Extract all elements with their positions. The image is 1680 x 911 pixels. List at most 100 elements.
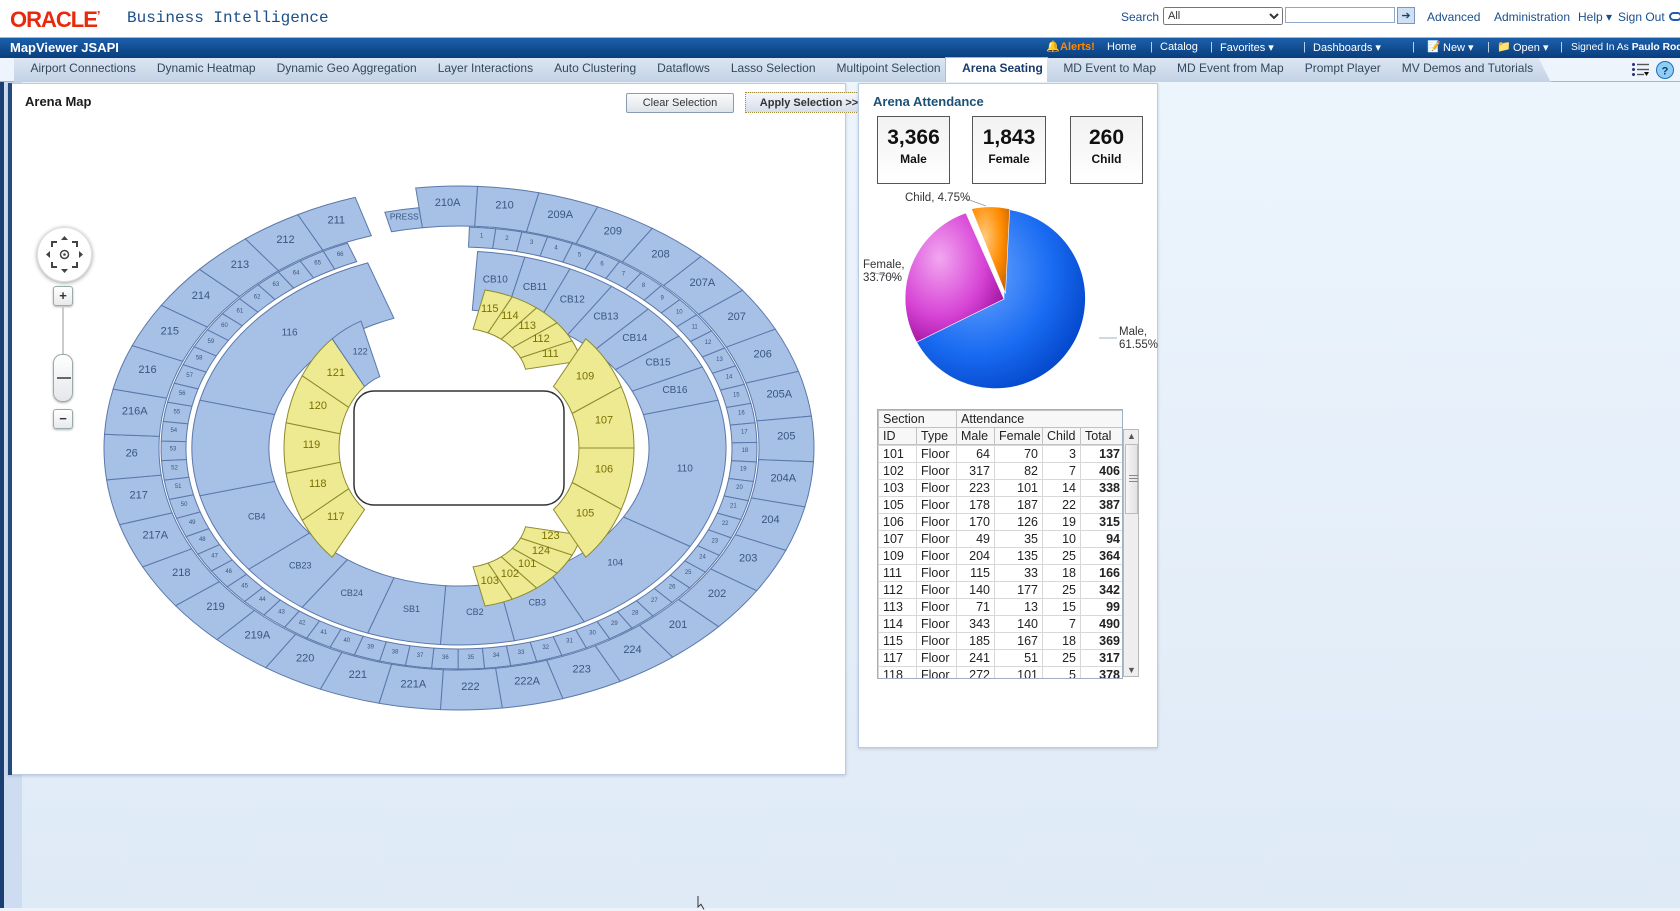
svg-text:60: 60 [221, 323, 228, 329]
svg-text:122: 122 [353, 346, 368, 356]
svg-text:114: 114 [501, 310, 519, 322]
svg-text:210A: 210A [435, 197, 461, 209]
svg-text:210: 210 [495, 199, 513, 211]
svg-text:64: 64 [293, 271, 300, 277]
svg-text:CB24: CB24 [340, 588, 363, 598]
svg-text:13: 13 [716, 357, 723, 363]
svg-text:Child, 4.75%: Child, 4.75% [905, 192, 970, 204]
svg-text:41: 41 [321, 630, 328, 636]
svg-text:34: 34 [493, 653, 500, 659]
svg-text:11: 11 [691, 324, 698, 330]
svg-text:CB13: CB13 [593, 312, 618, 323]
svg-text:12: 12 [705, 340, 712, 346]
svg-text:124: 124 [532, 545, 550, 557]
svg-text:205A: 205A [766, 389, 792, 401]
svg-text:25: 25 [685, 570, 692, 576]
svg-text:217A: 217A [142, 530, 168, 542]
svg-text:224: 224 [623, 644, 641, 656]
svg-text:14: 14 [726, 374, 733, 380]
svg-text:118: 118 [309, 478, 327, 490]
svg-text:SB1: SB1 [403, 604, 420, 614]
svg-text:62: 62 [254, 295, 261, 301]
svg-text:120: 120 [309, 400, 327, 412]
svg-text:50: 50 [181, 502, 188, 508]
svg-text:CB23: CB23 [289, 561, 312, 571]
svg-text:30: 30 [589, 631, 596, 637]
svg-text:CB3: CB3 [528, 597, 546, 607]
svg-text:219A: 219A [245, 630, 271, 642]
svg-text:115: 115 [481, 303, 499, 315]
svg-text:58: 58 [196, 356, 203, 362]
svg-text:217: 217 [130, 489, 148, 501]
svg-text:219: 219 [206, 601, 224, 613]
svg-text:215: 215 [161, 325, 179, 337]
svg-text:26: 26 [126, 447, 138, 459]
svg-text:202: 202 [708, 588, 726, 600]
svg-text:59: 59 [208, 339, 215, 345]
svg-text:207A: 207A [690, 277, 716, 289]
svg-text:?: ? [1662, 66, 1669, 78]
svg-text:23: 23 [711, 538, 718, 544]
svg-text:56: 56 [179, 391, 186, 397]
svg-text:19: 19 [740, 467, 747, 473]
svg-text:CB16: CB16 [662, 385, 687, 396]
svg-text:45: 45 [241, 584, 248, 590]
svg-text:31: 31 [566, 639, 573, 645]
svg-text:216A: 216A [122, 405, 148, 417]
svg-text:CB15: CB15 [645, 358, 670, 369]
svg-text:47: 47 [211, 554, 218, 560]
svg-text:121: 121 [327, 367, 345, 379]
svg-text:46: 46 [225, 569, 232, 575]
svg-text:24: 24 [699, 555, 706, 561]
svg-text:CB10: CB10 [483, 275, 508, 286]
svg-text:214: 214 [192, 290, 210, 302]
svg-text:37: 37 [417, 653, 424, 659]
svg-text:205: 205 [777, 431, 795, 443]
svg-text:208: 208 [651, 248, 669, 260]
svg-text:27: 27 [651, 598, 658, 604]
svg-text:209A: 209A [547, 209, 573, 221]
svg-text:203: 203 [739, 553, 757, 565]
svg-text:21: 21 [730, 503, 737, 509]
svg-text:207: 207 [728, 311, 746, 323]
svg-text:57: 57 [186, 373, 193, 379]
svg-text:49: 49 [189, 520, 196, 526]
svg-text:26: 26 [669, 585, 676, 591]
svg-text:CB4: CB4 [248, 512, 266, 522]
svg-text:109: 109 [576, 371, 594, 383]
svg-text:28: 28 [632, 610, 639, 616]
svg-text:105: 105 [576, 508, 594, 520]
svg-text:107: 107 [595, 414, 613, 426]
svg-text:117: 117 [327, 511, 345, 523]
svg-text:32: 32 [542, 645, 549, 651]
svg-text:40: 40 [343, 638, 350, 644]
svg-text:16: 16 [738, 411, 745, 417]
svg-text:65: 65 [314, 261, 321, 267]
svg-text:CB12: CB12 [560, 295, 585, 306]
svg-text:116: 116 [282, 328, 298, 339]
svg-text:112: 112 [532, 333, 550, 345]
svg-text:218: 218 [172, 567, 190, 579]
svg-text:29: 29 [611, 621, 618, 627]
svg-text:CB2: CB2 [466, 607, 484, 617]
svg-text:216: 216 [138, 364, 156, 376]
svg-text:222A: 222A [514, 676, 540, 688]
svg-text:20: 20 [736, 485, 743, 491]
svg-text:44: 44 [259, 597, 266, 603]
svg-text:55: 55 [174, 409, 181, 415]
svg-text:53: 53 [170, 447, 177, 453]
svg-text:111: 111 [542, 348, 559, 360]
svg-text:Female,: Female, [863, 259, 905, 271]
svg-text:212: 212 [276, 234, 294, 246]
svg-text:61: 61 [237, 308, 244, 314]
svg-text:CB14: CB14 [622, 333, 647, 344]
svg-text:211: 211 [328, 215, 346, 227]
svg-text:119: 119 [303, 439, 321, 451]
svg-text:48: 48 [199, 537, 206, 543]
svg-text:PRESS: PRESS [390, 212, 419, 222]
svg-text:18: 18 [742, 448, 749, 454]
svg-text:52: 52 [171, 465, 178, 471]
svg-text:63: 63 [273, 282, 280, 288]
svg-text:43: 43 [278, 609, 285, 615]
svg-text:101: 101 [518, 558, 536, 570]
